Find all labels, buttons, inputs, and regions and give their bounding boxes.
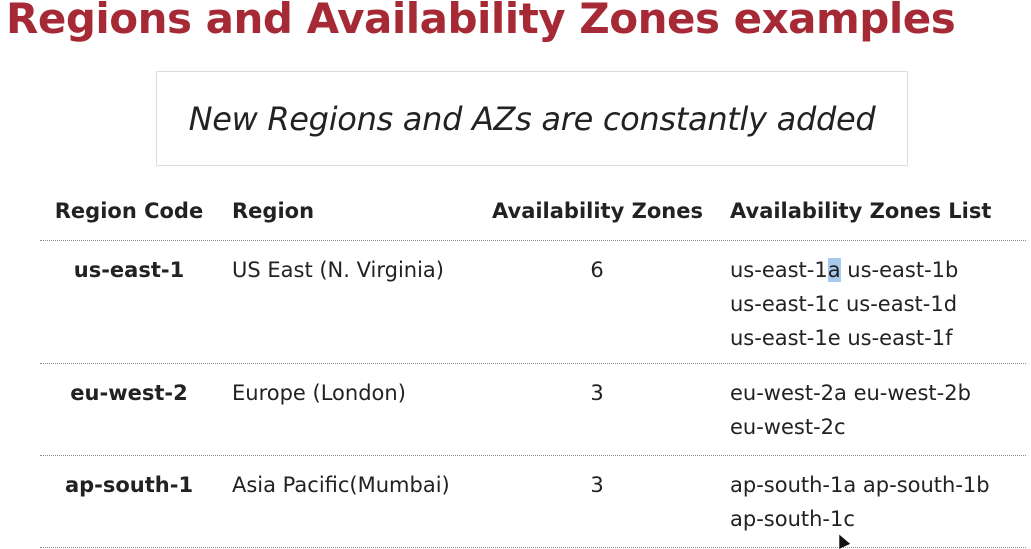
slide-title: Regions and Availability Zones examples	[6, 0, 956, 43]
az-item: us-east-1f	[847, 326, 953, 350]
region-code-cell: eu-west-2	[70, 381, 188, 405]
az-item: eu-west-2c	[730, 415, 846, 439]
az-item-selected[interactable]: us-east-1a	[730, 258, 841, 282]
az-item: ap-south-1c	[730, 507, 855, 531]
region-code-cell: ap-south-1	[64, 473, 194, 497]
header-region: Region	[232, 199, 315, 223]
region-name-cell: US East (N. Virginia)	[232, 258, 444, 282]
az-list-line: ap-south-1a ap-south-1b	[730, 468, 1026, 502]
region-name-cell: Asia Pacific(Mumbai)	[232, 473, 450, 497]
table-row: us-east-1 US East (N. Virginia) 6 us-eas…	[40, 241, 1026, 364]
az-count-cell: 3	[590, 381, 604, 405]
table-header-row: Region Code Region Availability Zones Av…	[40, 190, 1026, 241]
table-row: eu-west-2 Europe (London) 3 eu-west-2a e…	[40, 364, 1026, 456]
az-item: us-east-1b	[847, 258, 959, 282]
az-item: us-east-1d	[845, 292, 958, 316]
az-list-line: eu-west-2c	[730, 410, 1026, 444]
regions-table: Region Code Region Availability Zones Av…	[40, 190, 1026, 548]
az-item-prefix: us-east-1	[730, 258, 828, 282]
az-list-line: us-east-1e us-east-1f	[730, 321, 1026, 355]
header-availability-zones-list: Availability Zones List	[730, 199, 992, 223]
table-row: ap-south-1 Asia Pacific(Mumbai) 3 ap-sou…	[40, 456, 1026, 548]
az-item: us-east-1e	[730, 326, 841, 350]
az-list-line: us-east-1c us-east-1d	[730, 287, 1026, 321]
az-item: ap-south-1b	[862, 473, 990, 497]
az-item: ap-south-1a	[730, 473, 857, 497]
note-box: New Regions and AZs are constantly added	[156, 71, 908, 166]
az-count-cell: 6	[590, 258, 604, 282]
az-list-cell: ap-south-1a ap-south-1b ap-south-1c	[730, 468, 1026, 536]
az-count-cell: 3	[590, 473, 604, 497]
az-list-line: eu-west-2a eu-west-2b	[730, 376, 1026, 410]
text-selection-highlight: a	[827, 258, 841, 282]
az-list-cell: eu-west-2a eu-west-2b eu-west-2c	[730, 376, 1026, 444]
az-list-line: ap-south-1c	[730, 502, 1026, 536]
header-region-code: Region Code	[54, 199, 204, 223]
az-list-line: us-east-1a us-east-1b	[730, 253, 1026, 287]
region-code-cell: us-east-1	[73, 258, 185, 282]
az-item: us-east-1c	[730, 292, 840, 316]
az-item: eu-west-2a	[730, 381, 847, 405]
az-item: eu-west-2b	[853, 381, 971, 405]
region-name-cell: Europe (London)	[232, 381, 406, 405]
header-availability-zones: Availability Zones	[492, 199, 703, 223]
az-list-cell: us-east-1a us-east-1b us-east-1c us-east…	[730, 253, 1026, 355]
note-text: New Regions and AZs are constantly added	[188, 99, 876, 138]
